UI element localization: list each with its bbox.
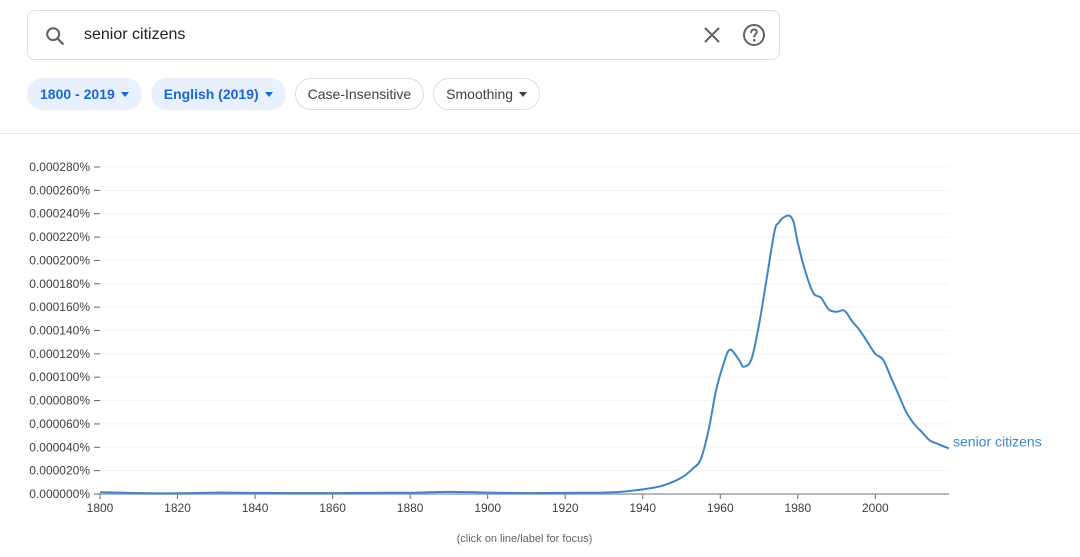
y-tick-label: 0.000260%: [29, 183, 90, 197]
filter-chips: 1800 - 2019 English (2019) Case-Insensit…: [27, 78, 541, 112]
y-tick-label: 0.000140%: [29, 324, 90, 338]
y-tick-label: 0.000220%: [29, 230, 90, 244]
divider: [0, 133, 1080, 134]
case-label: Case-Insensitive: [307, 86, 412, 102]
year-range-dropdown[interactable]: 1800 - 2019: [27, 78, 142, 110]
x-tick-label: 1920: [552, 501, 579, 515]
caret-down-icon: [519, 91, 528, 97]
caret-down-icon: [264, 91, 273, 97]
y-tick-label: 0.000200%: [29, 253, 90, 267]
corpus-label: English (2019): [163, 86, 259, 102]
y-tick-label: 0.000100%: [29, 370, 90, 384]
y-tick-label: 0.000040%: [29, 440, 90, 454]
chart-footnote: (click on line/label for focus): [457, 533, 593, 545]
series-label[interactable]: senior citizens: [953, 433, 1042, 449]
grid-layer: [100, 166, 949, 472]
x-tick-label: 1940: [629, 501, 656, 515]
caret-down-icon: [120, 91, 129, 97]
series-line[interactable]: [99, 214, 950, 495]
search-input[interactable]: [84, 11, 644, 59]
ngram-chart: 0.000000% 0.000020% 0.000040% 0.000060% 0.00…: [0, 140, 1080, 552]
y-tick-label: 0.000280%: [29, 160, 90, 174]
y-tick-label: 0.000060%: [29, 417, 90, 431]
y-tick-label: 0.000020%: [29, 464, 90, 478]
x-tick-label: 1960: [707, 501, 734, 515]
y-tick-label: 0.000160%: [29, 300, 90, 314]
smoothing-dropdown[interactable]: Smoothing: [433, 78, 541, 110]
close-icon[interactable]: [700, 23, 724, 47]
corpus-dropdown[interactable]: English (2019): [150, 78, 286, 110]
x-tick-label: 1840: [242, 501, 269, 515]
y-tick-label: 0.000080%: [29, 394, 90, 408]
x-tick-label: 2000: [862, 501, 889, 515]
search-box[interactable]: [27, 10, 780, 60]
series-layer: senior citizens: [99, 214, 1042, 495]
x-tick-label: 1980: [784, 501, 811, 515]
search-icon: [46, 27, 64, 45]
help-circle-icon[interactable]: [742, 23, 766, 47]
y-tick-label: 0.000000%: [29, 487, 90, 501]
y-tick-label: 0.000120%: [29, 347, 90, 361]
x-axis-ticks: 1800 1820 1840 1860 1880 1900 1920 1940 1960 1980…: [87, 494, 889, 515]
x-tick-label: 1860: [319, 501, 346, 515]
x-tick-label: 1820: [164, 501, 191, 515]
x-tick-label: 1880: [397, 501, 424, 515]
y-tick-label: 0.000180%: [29, 277, 90, 291]
x-tick-label: 1800: [87, 501, 114, 515]
year-range-label: 1800 - 2019: [40, 86, 115, 102]
x-tick-label: 1900: [474, 501, 501, 515]
y-tick-label: 0.000240%: [29, 207, 90, 221]
case-insensitive-toggle[interactable]: Case-Insensitive: [294, 78, 425, 110]
y-axis-ticks: 0.000000% 0.000020% 0.000040% 0.000060% 0.00…: [29, 160, 100, 501]
chart-svg: 0.000000% 0.000020% 0.000040% 0.000060% 0.00…: [29, 160, 1042, 545]
smoothing-label: Smoothing: [446, 86, 514, 102]
